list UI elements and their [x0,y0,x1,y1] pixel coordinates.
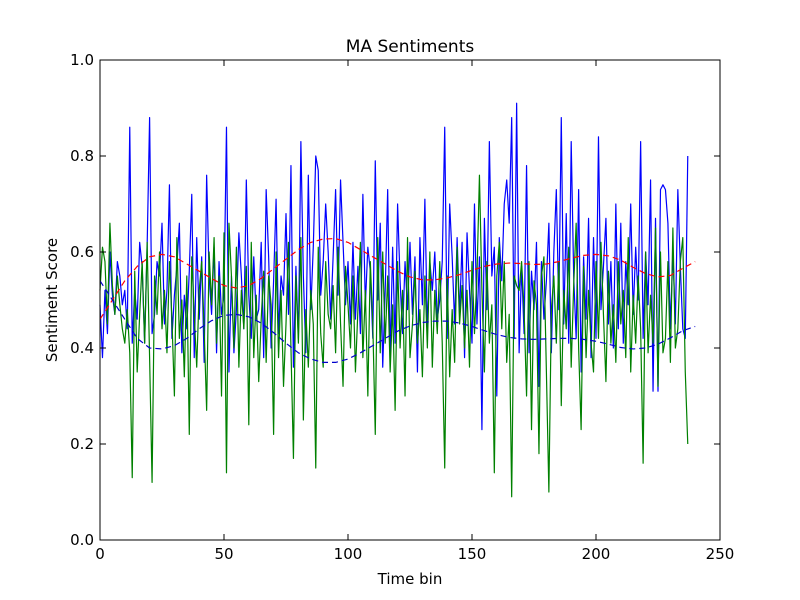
series-line-4 [99,280,696,363]
y-axis-label: Sentiment Score [43,238,61,362]
series-line-2 [99,174,689,498]
y-axis: 0.0 0.2 0.4 0.6 0.8 1.0 [70,51,720,549]
plot-frame [99,59,721,541]
x-tick-label: 0 [95,545,105,563]
x-tick-label: 200 [582,545,611,563]
y-tick-label: 0.0 [70,531,94,549]
x-tick-label: 150 [458,545,487,563]
y-tick-label: 0.8 [70,147,94,165]
chart-title: MA Sentiments [346,37,475,57]
plot-series [99,102,696,498]
series-line-3 [99,237,696,320]
y-tick-label: 0.2 [70,435,94,453]
y-tick-label: 1.0 [70,51,94,69]
x-tick-label: 250 [706,545,735,563]
y-tick-label: 0.6 [70,243,94,261]
x-axis: 0 50 100 150 200 250 [95,60,734,563]
series-line-1 [99,102,689,431]
x-tick-label: 100 [334,545,363,563]
x-tick-label: 50 [214,545,233,563]
y-tick-label: 0.4 [70,339,94,357]
x-axis-label: Time bin [377,570,443,588]
